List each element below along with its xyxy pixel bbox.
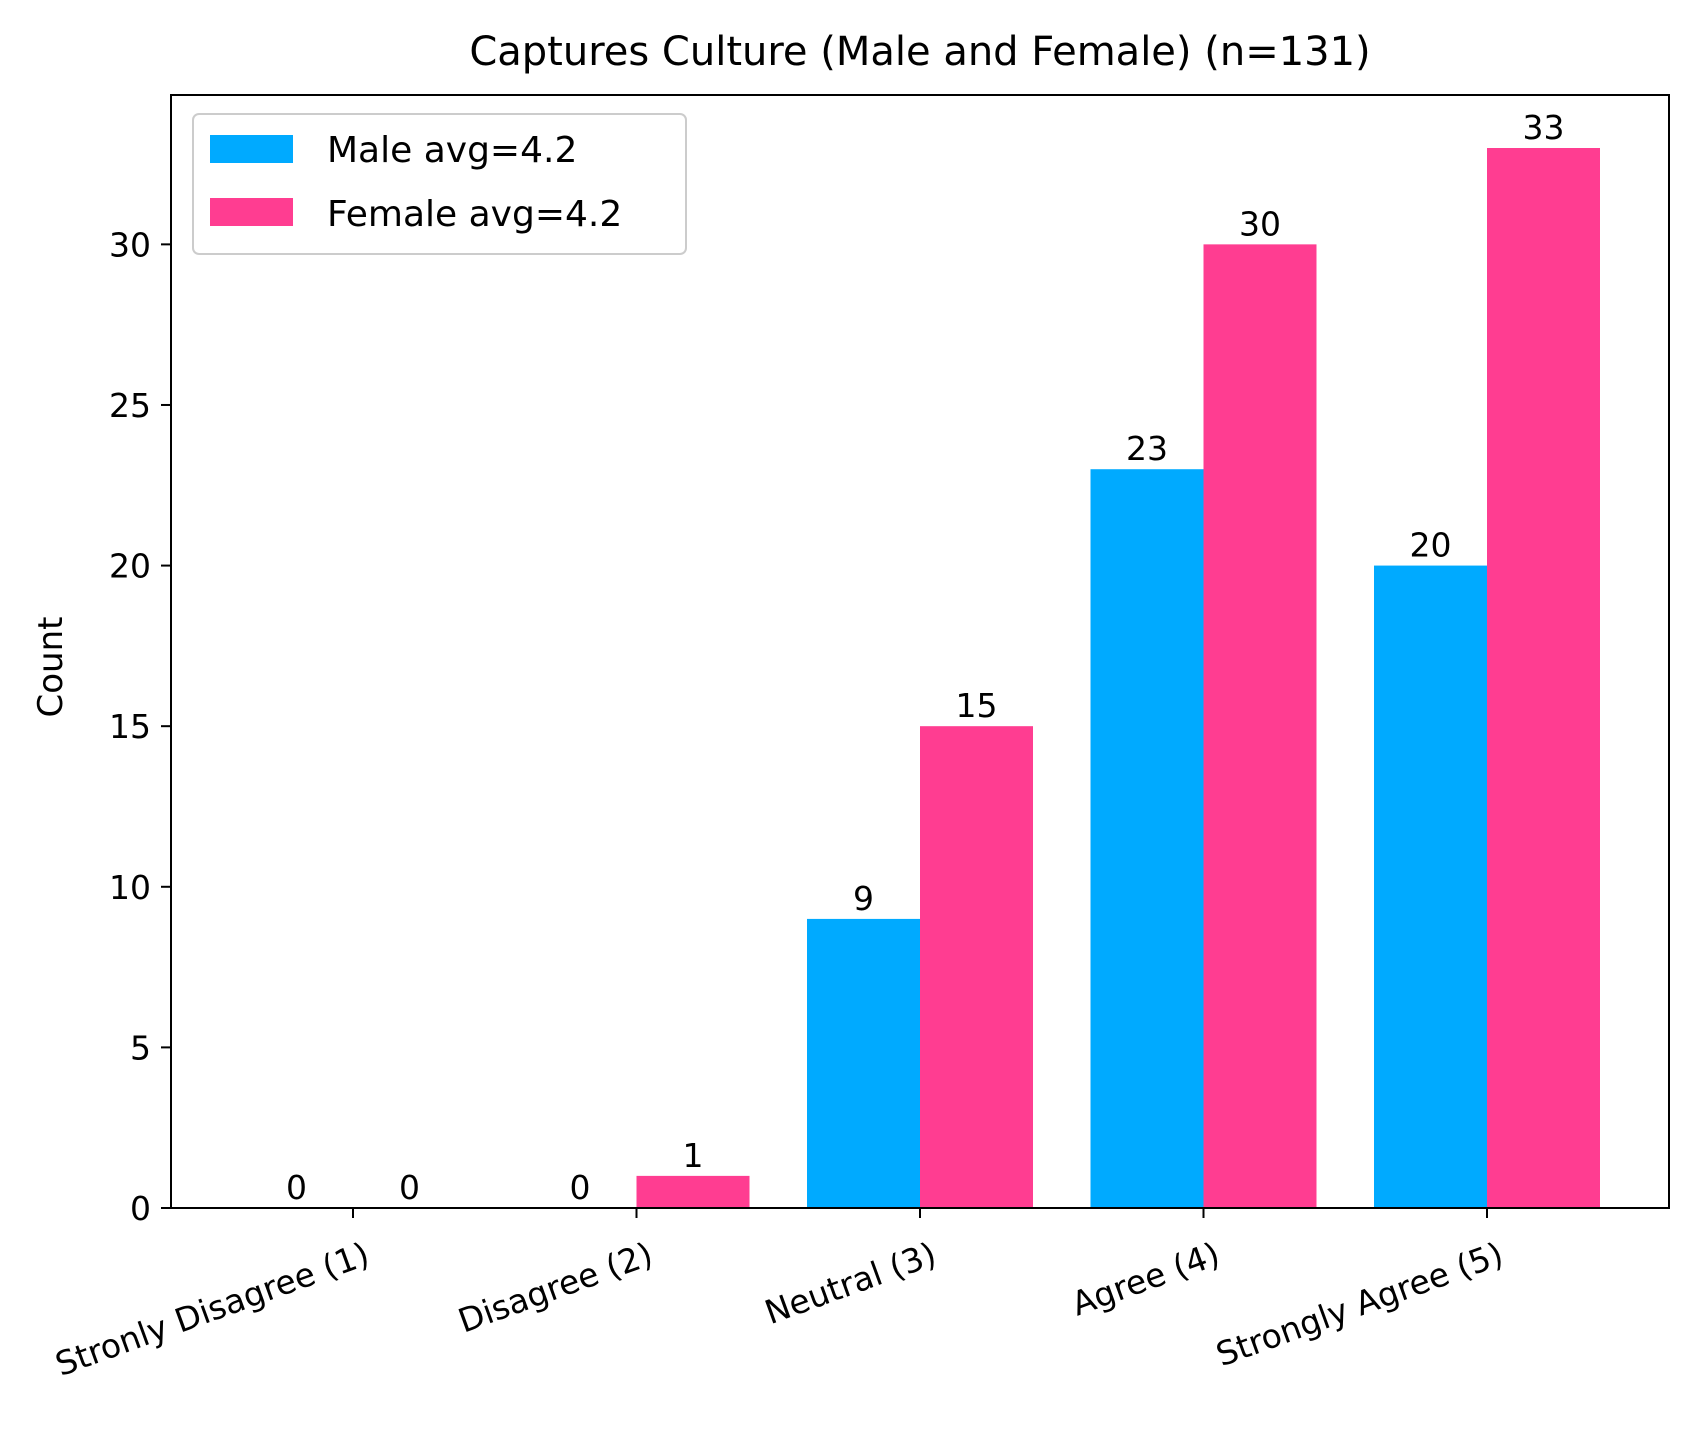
bar-female-5 bbox=[1487, 148, 1600, 1208]
bar-female-4 bbox=[1203, 244, 1317, 1208]
legend-frame bbox=[192, 113, 687, 255]
legend-swatch-female bbox=[210, 198, 293, 226]
bar-value-label-female-3: 15 bbox=[956, 686, 998, 725]
y-axis-label: Count bbox=[31, 617, 71, 718]
y-tick-label: 20 bbox=[109, 547, 151, 586]
y-tick-label: 5 bbox=[130, 1028, 151, 1067]
legend-label-male: Male avg=4.2 bbox=[327, 130, 577, 171]
bar-value-label-male-5: 20 bbox=[1410, 526, 1452, 565]
bar-labels-layer: 0 0 9 23 20 0 1 15 30 33 bbox=[286, 108, 1565, 1207]
y-tick-label: 10 bbox=[109, 868, 151, 907]
y-tick-label: 15 bbox=[109, 707, 151, 746]
bars-layer bbox=[636, 148, 1600, 1208]
legend-label-female: Female avg=4.2 bbox=[327, 194, 622, 235]
y-tick-label: 30 bbox=[109, 225, 151, 264]
x-tick-label: Agree (4) bbox=[1066, 1234, 1224, 1323]
bar-value-label-female-1: 0 bbox=[399, 1168, 420, 1207]
bar-value-label-female-4: 30 bbox=[1239, 204, 1281, 243]
plot-frame bbox=[170, 94, 1670, 1209]
x-axis-ticks: Stronly Disagree (1) Disagree (2) Neutral … bbox=[50, 1208, 1508, 1384]
x-tick-label: Neutral (3) bbox=[760, 1234, 942, 1332]
bar-value-label-male-4: 23 bbox=[1126, 429, 1168, 468]
x-tick-label: Disagree (2) bbox=[453, 1234, 658, 1340]
chart-title: Captures Culture (Male and Female) (n=13… bbox=[469, 29, 1370, 75]
bar-value-label-female-5: 33 bbox=[1523, 108, 1565, 147]
bar-female-3 bbox=[920, 726, 1033, 1208]
bar-value-label-male-3: 9 bbox=[853, 879, 874, 918]
bar-value-label-male-2: 0 bbox=[570, 1168, 591, 1207]
y-tick-label: 0 bbox=[130, 1189, 151, 1228]
bar-male-3 bbox=[807, 918, 920, 1208]
bar-value-label-female-2: 1 bbox=[683, 1136, 704, 1175]
legend: Male avg=4.2 Female avg=4.2 bbox=[192, 113, 687, 255]
y-axis-ticks: 0 5 10 15 20 25 30 bbox=[109, 225, 171, 1228]
bar-male-4 bbox=[1090, 469, 1204, 1208]
y-tick-label: 25 bbox=[109, 386, 151, 425]
bar-female-2 bbox=[636, 1175, 750, 1208]
x-tick-label: Stronly Disagree (1) bbox=[50, 1234, 374, 1384]
bar-male-5 bbox=[1374, 565, 1487, 1208]
bar-value-label-male-1: 0 bbox=[286, 1168, 307, 1207]
x-tick-label: Strongly Agree (5) bbox=[1211, 1234, 1508, 1374]
legend-swatch-male bbox=[210, 135, 293, 163]
